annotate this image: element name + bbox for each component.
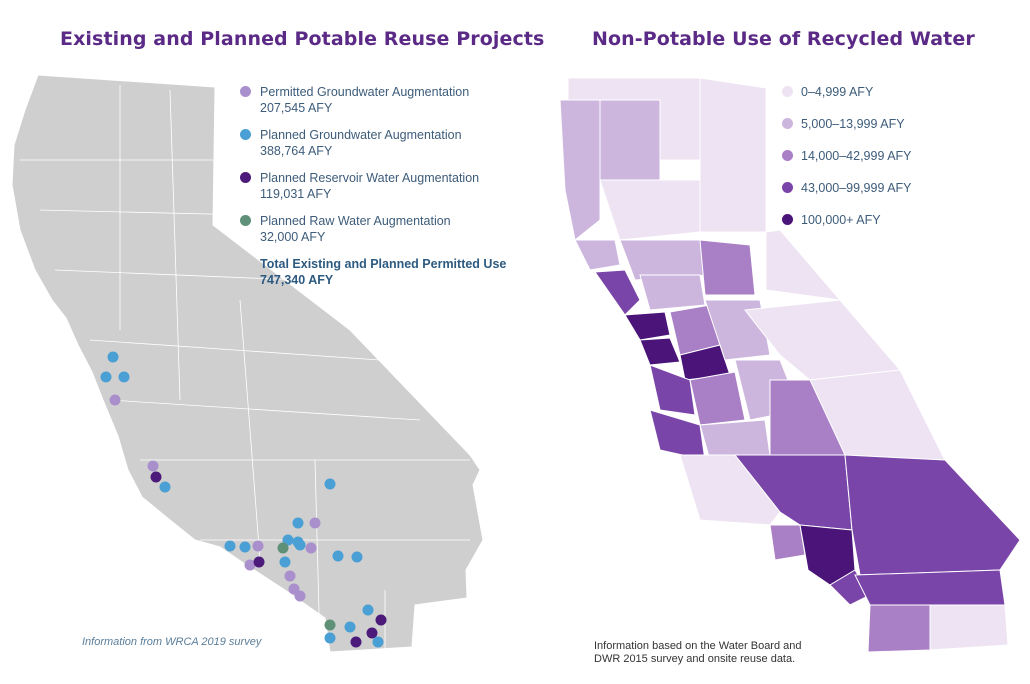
total-label: Total Existing and Planned Permitted Use xyxy=(260,257,507,271)
project-dot xyxy=(150,471,162,483)
legend-item: 5,000–13,999 AFY xyxy=(782,116,982,132)
project-dot xyxy=(118,371,130,383)
legend-label: 0–4,999 AFY xyxy=(801,85,874,99)
project-dot xyxy=(324,619,336,631)
legend-value: 119,031 AFY xyxy=(260,187,332,201)
legend-swatch xyxy=(782,118,793,129)
project-dot xyxy=(244,559,256,571)
project-dot xyxy=(282,534,294,546)
project-dot xyxy=(279,556,291,568)
legend-item: Planned Reservoir Water Augmentation 119,… xyxy=(240,170,510,202)
legend-label: Planned Raw Water Augmentation xyxy=(260,214,451,228)
legend-item: 43,000–99,999 AFY xyxy=(782,180,982,196)
legend-item: 100,000+ AFY xyxy=(782,212,982,228)
total-value: 747,340 AFY xyxy=(260,273,334,287)
project-dot xyxy=(253,556,265,568)
legend-item: 0–4,999 AFY xyxy=(782,84,982,100)
project-dot xyxy=(100,371,112,383)
legend-value: 32,000 AFY xyxy=(260,230,326,244)
project-dot xyxy=(294,539,306,551)
project-dot xyxy=(252,540,264,552)
project-dot xyxy=(107,351,119,363)
non-potable-legend: 0–4,999 AFY 5,000–13,999 AFY 14,000–42,999… xyxy=(782,84,982,244)
california-outline-left xyxy=(11,74,484,653)
project-dot xyxy=(324,632,336,644)
project-dot xyxy=(284,570,296,582)
legend-label: 14,000–42,999 AFY xyxy=(801,149,912,163)
project-dot xyxy=(292,517,304,529)
legend-label: Permitted Groundwater Augmentation xyxy=(260,85,470,99)
right-caption: Information based on the Water Board and… xyxy=(594,640,802,665)
project-dot xyxy=(294,590,306,602)
project-dot xyxy=(372,636,384,648)
project-dot xyxy=(109,394,121,406)
legend-label: Planned Groundwater Augmentation xyxy=(260,128,462,142)
legend-label: 5,000–13,999 AFY xyxy=(801,117,905,131)
left-caption: Information from WRCA 2019 survey xyxy=(82,636,262,648)
project-dot xyxy=(351,551,363,563)
project-dot xyxy=(344,621,356,633)
project-dot xyxy=(224,540,236,552)
legend-swatch xyxy=(240,129,251,140)
legend-swatch xyxy=(782,214,793,225)
project-dot xyxy=(239,541,251,553)
legend-item: Planned Raw Water Augmentation 32,000 AFY xyxy=(240,213,510,245)
legend-item: Planned Groundwater Augmentation 388,764 … xyxy=(240,127,510,159)
project-dot xyxy=(324,478,336,490)
project-dot xyxy=(277,542,289,554)
project-dot xyxy=(305,542,317,554)
project-dot xyxy=(332,550,344,562)
legend-swatch xyxy=(782,182,793,193)
project-dots xyxy=(100,351,387,648)
project-dot xyxy=(159,481,171,493)
legend-swatch xyxy=(782,86,793,97)
legend-item: 14,000–42,999 AFY xyxy=(782,148,982,164)
legend-label: 100,000+ AFY xyxy=(801,213,881,227)
legend-swatch xyxy=(240,86,251,97)
legend-swatch xyxy=(240,172,251,183)
legend-swatch xyxy=(240,215,251,226)
legend-label: Planned Reservoir Water Augmentation xyxy=(260,171,480,185)
legend-label: 43,000–99,999 AFY xyxy=(801,181,912,195)
project-dot xyxy=(362,604,374,616)
total-use: Total Existing and Planned Permitted Use… xyxy=(240,256,510,288)
legend-value: 207,545 AFY xyxy=(260,101,333,115)
project-dot xyxy=(309,517,321,529)
potable-legend: Permitted Groundwater Augmentation 207,54… xyxy=(240,84,510,288)
legend-value: 388,764 AFY xyxy=(260,144,333,158)
legend-swatch xyxy=(782,150,793,161)
project-dot xyxy=(366,627,378,639)
right-map-title: Non-Potable Use of Recycled Water xyxy=(592,28,975,50)
legend-item: Permitted Groundwater Augmentation 207,54… xyxy=(240,84,510,116)
left-map-title: Existing and Planned Potable Reuse Proje… xyxy=(60,28,545,50)
project-dot xyxy=(147,460,159,472)
county-lines-left xyxy=(20,85,470,651)
project-dot xyxy=(350,636,362,648)
project-dot xyxy=(375,614,387,626)
